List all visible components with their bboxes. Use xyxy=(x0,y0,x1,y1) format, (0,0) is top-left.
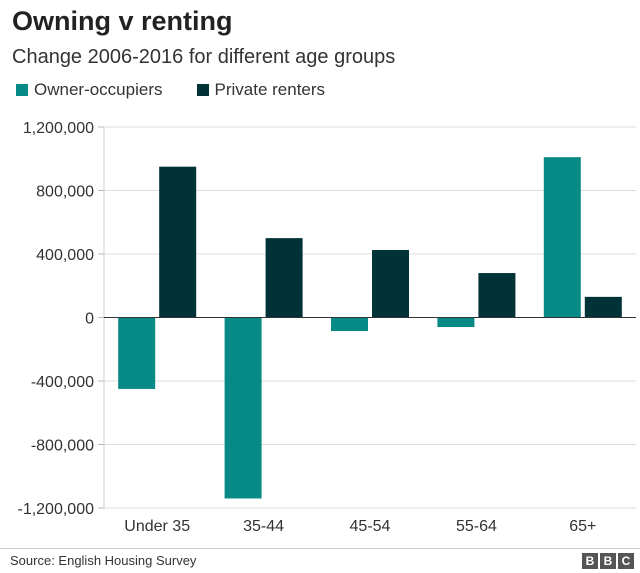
footer-divider xyxy=(0,548,640,549)
bar-owner-occupiers xyxy=(224,317,262,499)
legend-swatch-owner-occupiers xyxy=(16,84,28,96)
bar-owner-occupiers xyxy=(437,317,475,328)
bar-private-renters xyxy=(159,166,197,318)
bbc-logo-letter-2: B xyxy=(600,553,616,569)
bar-private-renters xyxy=(478,273,516,318)
y-tick-label: 800,000 xyxy=(36,184,94,201)
bar-owner-occupiers xyxy=(118,317,156,389)
legend-label-private-renters: Private renters xyxy=(214,80,326,99)
y-tick-label: -400,000 xyxy=(31,374,94,391)
bbc-logo-letter-3: C xyxy=(618,553,634,569)
bbc-logo: B B C xyxy=(580,553,634,569)
y-tick-label: 400,000 xyxy=(36,247,94,264)
chart-subtitle: Change 2006-2016 for different age group… xyxy=(12,46,396,68)
legend-swatch-private-renters xyxy=(196,84,209,96)
legend-item-owner-occupiers: Owner-occupiers xyxy=(16,80,163,100)
x-tick-label: 65+ xyxy=(569,518,596,535)
y-tick-label: -1,200,000 xyxy=(17,501,94,518)
source-note: Source: English Housing Survey xyxy=(10,553,197,568)
x-tick-label: 45-54 xyxy=(350,518,391,535)
bar-private-renters xyxy=(372,250,409,318)
x-tick-label: 35-44 xyxy=(243,518,284,535)
bar-private-renters xyxy=(584,296,622,318)
bar-owner-occupiers xyxy=(543,157,581,318)
bar-private-renters xyxy=(265,238,303,318)
bar-owner-occupiers xyxy=(331,317,368,331)
y-tick-label: 1,200,000 xyxy=(23,120,94,137)
y-tick-label: -800,000 xyxy=(31,438,94,455)
x-tick-label: Under 35 xyxy=(124,518,190,535)
x-tick-label: 55-64 xyxy=(456,518,497,535)
chart-legend: Owner-occupiers Private renters xyxy=(16,80,359,100)
legend-label-owner-occupiers: Owner-occupiers xyxy=(34,80,163,99)
chart-title: Owning v renting xyxy=(12,6,233,36)
bbc-logo-letter-1: B xyxy=(582,553,598,569)
legend-item-private-renters: Private renters xyxy=(196,80,326,100)
y-tick-label: 0 xyxy=(85,311,94,328)
